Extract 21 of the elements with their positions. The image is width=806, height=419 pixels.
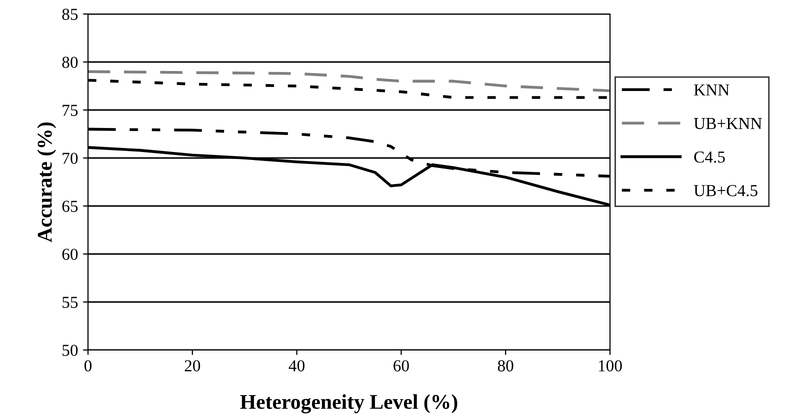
- x-tick-label: 20: [184, 360, 200, 372]
- y-tick-label: 85: [62, 8, 78, 20]
- x-tick-label: 100: [598, 360, 622, 372]
- x-tick-label: 80: [498, 360, 514, 372]
- y-tick-label: 65: [62, 200, 78, 212]
- x-tick-label: 60: [394, 360, 409, 372]
- y-tick-label: 80: [62, 56, 78, 68]
- legend-label: KNN: [694, 84, 730, 96]
- y-tick-label: 50: [62, 344, 78, 356]
- line-series: [88, 70, 610, 92]
- x-axis-title: Heterogeneity Level (%): [240, 394, 458, 414]
- legend-label: C4.5: [694, 151, 725, 163]
- y-tick-label: 70: [62, 152, 78, 164]
- legend-label: UB+C4.5: [694, 185, 758, 196]
- x-tick-label: 40: [288, 360, 304, 372]
- y-tick-label: 60: [62, 248, 78, 260]
- legend-label: UB+KNN: [694, 118, 762, 130]
- x-tick-label: 0: [84, 360, 92, 372]
- y-tick-label: 75: [62, 104, 78, 116]
- y-tick-label: 55: [62, 296, 78, 308]
- y-axis-title: Accurate (%): [37, 122, 56, 242]
